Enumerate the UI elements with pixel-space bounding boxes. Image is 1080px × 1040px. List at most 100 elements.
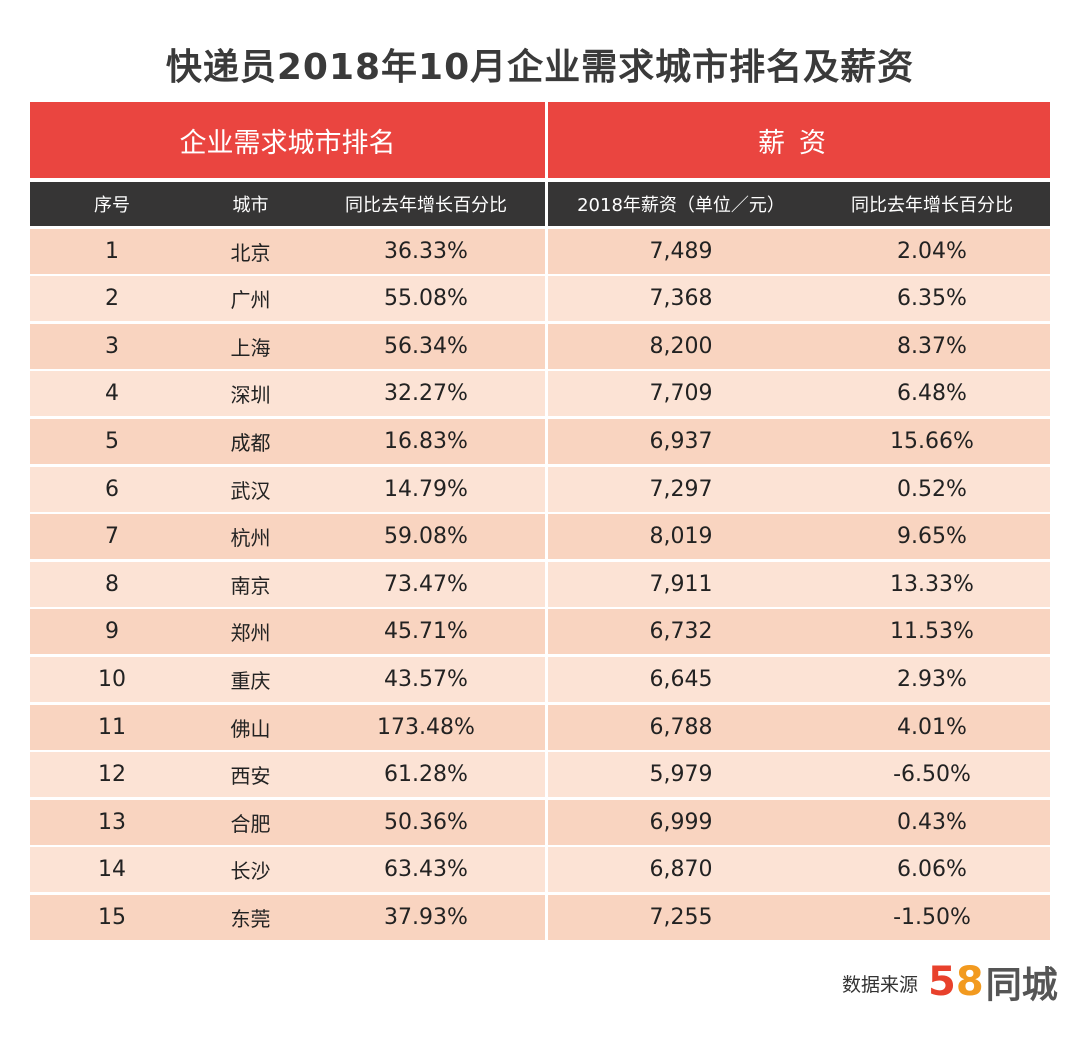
cell-salary: 6,788 [649, 714, 713, 740]
cell-rank: 15 [98, 904, 126, 930]
cell-demand-growth: 173.48% [377, 714, 475, 740]
column-header-demand-growth: 同比去年增长百分比 [345, 195, 507, 216]
cell-salary-growth: 13.33% [890, 571, 974, 597]
cell-salary: 7,297 [649, 476, 713, 502]
cell-demand-growth: 37.93% [384, 904, 468, 930]
cell-demand-growth: 73.47% [384, 571, 468, 597]
column-header-salary-growth: 同比去年增长百分比 [851, 195, 1013, 216]
cell-salary-growth: -1.50% [893, 904, 971, 930]
cell-rank: 10 [98, 666, 126, 692]
group-header-city-ranking: 企业需求城市排名 [30, 102, 545, 178]
cell-demand-growth: 32.27% [384, 381, 468, 407]
logo-number: 58 [928, 959, 984, 1005]
cell-city: 上海 [230, 335, 271, 360]
cell-demand-growth: 43.57% [384, 666, 468, 692]
cell-salary-growth: 9.65% [897, 524, 967, 550]
cell-rank: 8 [105, 571, 119, 597]
cell-salary: 8,019 [649, 524, 713, 550]
cell-rank: 6 [105, 476, 119, 502]
table-row: 14 长沙 63.43% 6,870 6.06% [30, 847, 1050, 893]
cell-rank: 2 [105, 286, 119, 312]
table-row: 9 郑州 45.71% 6,732 11.53% [30, 609, 1050, 655]
cell-salary-growth: 11.53% [890, 619, 974, 645]
cell-city: 重庆 [230, 668, 271, 693]
source-label: 数据来源 [842, 974, 919, 996]
table-row: 1 北京 36.33% 7,489 2.04% [30, 228, 1050, 274]
cell-city: 深圳 [230, 383, 271, 408]
cell-demand-growth: 59.08% [384, 524, 468, 550]
cell-city: 成都 [230, 430, 271, 455]
cell-rank: 12 [98, 762, 126, 788]
cell-salary-growth: 0.43% [897, 809, 967, 835]
cell-salary: 7,255 [649, 904, 713, 930]
cell-demand-growth: 14.79% [384, 476, 468, 502]
column-header-city: 城市 [232, 195, 269, 216]
cell-salary: 6,937 [649, 428, 713, 454]
cell-salary: 7,489 [649, 238, 713, 264]
table-row: 7 杭州 59.08% 8,019 9.65% [30, 514, 1050, 560]
cell-city: 南京 [230, 573, 271, 598]
cell-rank: 4 [105, 381, 119, 407]
table-row: 3 上海 56.34% 8,200 8.37% [30, 323, 1050, 369]
cell-salary: 8,200 [649, 333, 713, 359]
58-tongcheng-logo: 58 同城 [928, 956, 1058, 1008]
table-row: 15 东莞 37.93% 7,255 -1.50% [30, 894, 1050, 940]
cell-demand-growth: 63.43% [384, 857, 468, 883]
cell-rank: 7 [105, 524, 119, 550]
logo-text: 同城 [985, 965, 1058, 1006]
cell-salary: 7,709 [649, 381, 713, 407]
cell-city: 合肥 [230, 811, 271, 836]
cell-city: 北京 [230, 240, 271, 265]
cell-demand-growth: 56.34% [384, 333, 468, 359]
column-header-salary: 2018年薪资（单位／元） [577, 195, 785, 216]
cell-city: 武汉 [230, 478, 271, 503]
cell-city: 郑州 [230, 621, 271, 646]
cell-demand-growth: 36.33% [384, 238, 468, 264]
table-row: 10 重庆 43.57% 6,645 2.93% [30, 656, 1050, 702]
cell-demand-growth: 61.28% [384, 762, 468, 788]
cell-salary-growth: 6.48% [897, 381, 967, 407]
cell-demand-growth: 55.08% [384, 286, 468, 312]
cell-salary-growth: 4.01% [897, 714, 967, 740]
cell-rank: 5 [105, 428, 119, 454]
cell-city: 西安 [230, 764, 271, 789]
cell-salary: 6,999 [649, 809, 713, 835]
group-header-salary: 薪资 [548, 102, 1050, 178]
cell-city: 东莞 [230, 906, 271, 931]
cell-city: 广州 [230, 288, 271, 313]
cell-city: 杭州 [230, 526, 271, 551]
cell-salary: 6,732 [649, 619, 713, 645]
cell-salary: 7,368 [649, 286, 713, 312]
cell-salary: 7,911 [649, 571, 713, 597]
table-row: 6 武汉 14.79% 7,297 0.52% [30, 466, 1050, 512]
cell-salary-growth: 2.04% [897, 238, 967, 264]
cell-salary-growth: -6.50% [893, 762, 971, 788]
table-row: 12 西安 61.28% 5,979 -6.50% [30, 752, 1050, 798]
cell-demand-growth: 45.71% [384, 619, 468, 645]
cell-salary-growth: 8.37% [897, 333, 967, 359]
group-header-row: 企业需求城市排名 薪资 [30, 102, 1050, 178]
cell-salary-growth: 2.93% [897, 666, 967, 692]
data-table: 企业需求城市排名 薪资 序号 城市 同比去年增长百分比 2018年薪资（单位／元… [30, 102, 1050, 940]
table-row: 8 南京 73.47% 7,911 13.33% [30, 561, 1050, 607]
cell-rank: 14 [98, 857, 126, 883]
cell-rank: 1 [105, 238, 119, 264]
page-title: 快递员2018年10月企业需求城市排名及薪资 [165, 47, 915, 88]
cell-city: 佛山 [230, 716, 271, 741]
cell-rank: 3 [105, 333, 119, 359]
cell-rank: 9 [105, 619, 119, 645]
cell-demand-growth: 16.83% [384, 428, 468, 454]
cell-salary-growth: 15.66% [890, 428, 974, 454]
table-row: 5 成都 16.83% 6,937 15.66% [30, 418, 1050, 464]
table-row: 2 广州 55.08% 7,368 6.35% [30, 276, 1050, 322]
column-header-row: 序号 城市 同比去年增长百分比 2018年薪资（单位／元） 同比去年增长百分比 [30, 182, 1050, 226]
cell-demand-growth: 50.36% [384, 809, 468, 835]
cell-city: 长沙 [230, 859, 271, 884]
cell-salary-growth: 6.35% [897, 286, 967, 312]
cell-salary-growth: 6.06% [897, 857, 967, 883]
table-row: 4 深圳 32.27% 7,709 6.48% [30, 371, 1050, 417]
cell-salary: 6,870 [649, 857, 713, 883]
table-row: 13 合肥 50.36% 6,999 0.43% [30, 799, 1050, 845]
column-header-rank: 序号 [94, 195, 130, 216]
cell-salary: 6,645 [649, 666, 713, 692]
